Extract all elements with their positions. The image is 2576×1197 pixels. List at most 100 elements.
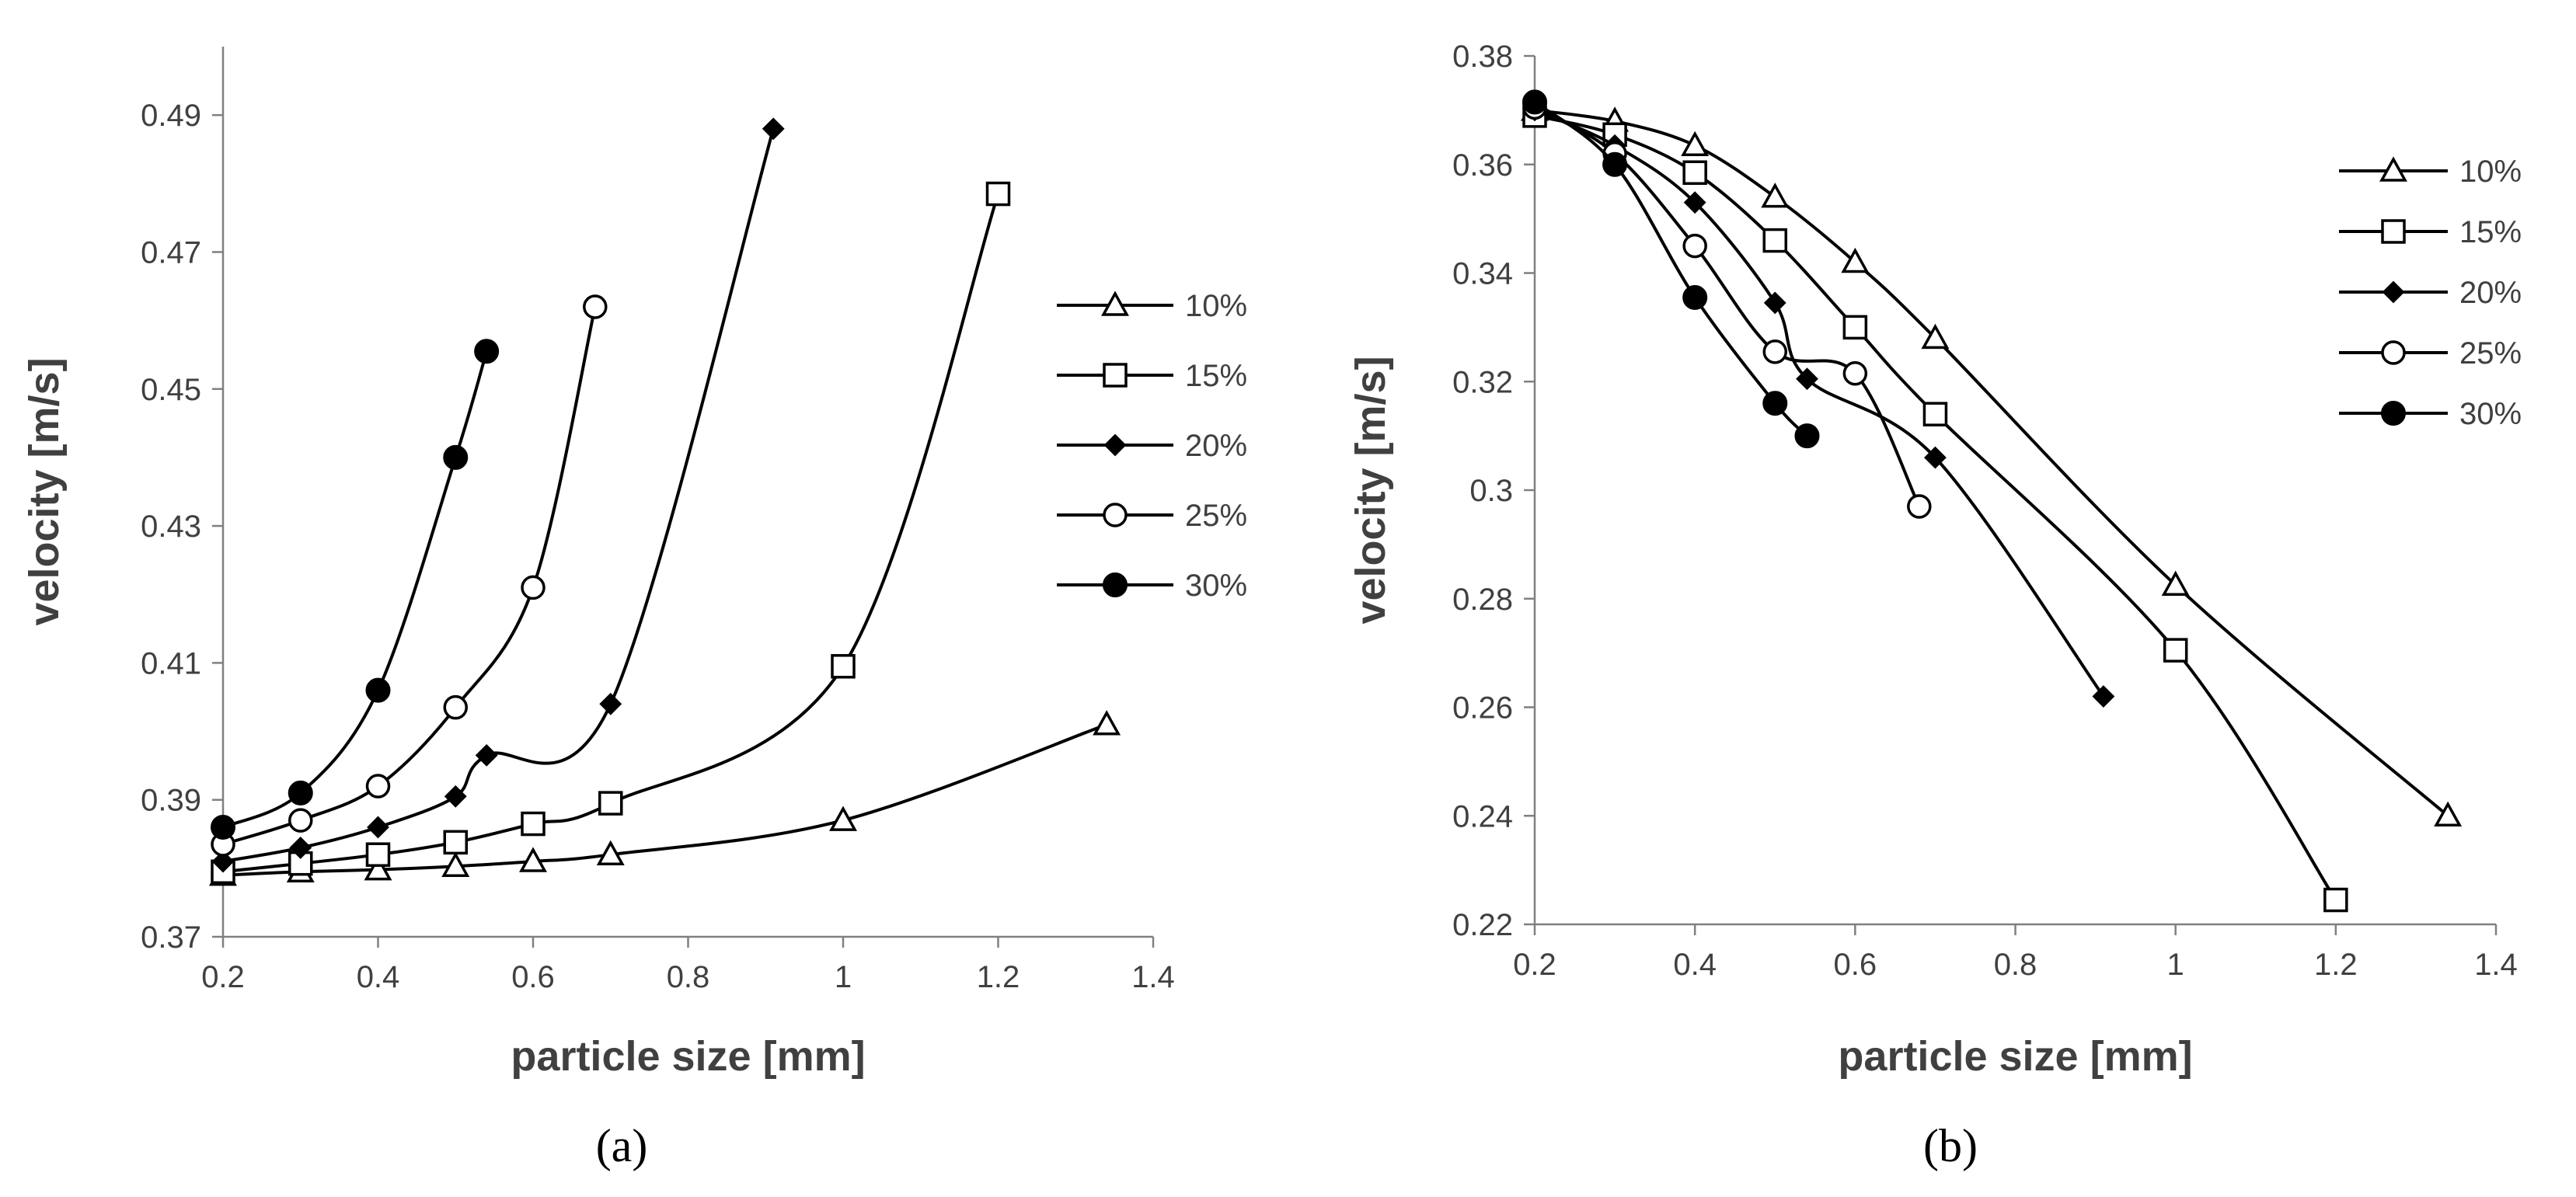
panel-a-legend-30pct-marker [1103,572,1128,597]
panel-a-series-10pct-point [519,847,547,872]
panel-a-x-tick-label: 1.2 [977,960,1020,994]
panel-b-x-tick-label: 0.4 [1673,948,1717,982]
panel-b-legend-30pct-label: 30% [2459,397,2522,431]
panel-a-series-10pct-point [829,806,857,831]
panel-a-series-10pct-line [222,722,1107,877]
panel-b-legend-30pct-marker [2381,401,2406,426]
panel-b-x-axis-label: particle size [mm] [1838,1033,2192,1080]
panel-a-x-tick-label: 0.2 [201,960,245,994]
panel-b-y-tick-label: 0.38 [1452,40,1513,74]
panel-a-x-tick-label: 0.6 [511,960,555,994]
panel-b-series-25pct-line [1534,106,1921,507]
panel-a-series-25pct-point [288,808,313,833]
panel-b-legend-25pct-label: 25% [2459,336,2522,371]
panel-b-series-10pct-point [2161,570,2190,597]
panel-a-series-20pct-point [444,785,467,808]
panel-a-series-10pct-point [364,855,392,881]
panel-b-series-30pct-line [1533,100,1808,437]
panel-b-series-25pct-point [1762,339,1787,364]
panel-a-series-20pct-point [289,836,312,859]
panel-a-legend-25pct-label: 25% [1185,499,1247,533]
panel-b-series-10pct-point [1841,247,1870,273]
panel-a-y-axis-label: velocity [m/s] [21,357,68,625]
panel-b-legend-10pct-marker [2379,156,2407,182]
panel-b-series-10pct-point [1921,323,1950,350]
panel-b-series-30pct-point [1682,284,1708,310]
panel-b-x-tick-label: 0.2 [1513,948,1556,982]
panel-a-y-tick-label: 0.49 [141,99,201,133]
panel-a-y-tick-label: 0.41 [141,646,201,680]
panel-a-x-axis-label: particle size [mm] [511,1033,865,1080]
panel-a-series-25pct-point [583,294,608,319]
panel-a-series-25pct-point [365,774,391,799]
panel-a-series-20pct-point [599,692,622,715]
panel-a-series-10pct-point [441,851,470,877]
panel-a-series-20pct-point [475,743,498,767]
panel-a-series-30pct-point [474,339,500,364]
panel-b-label: (b) [1923,1120,1978,1171]
panel-b-x-tick-label: 1.4 [2474,948,2518,982]
panel-b-series-20pct-point [1796,367,1818,391]
panel-b-y-tick-label: 0.22 [1452,908,1513,942]
panel-a-series-30pct-point [365,677,391,703]
panel-a-legend-20pct-marker [1103,433,1127,457]
panel-b-y-tick-label: 0.26 [1452,691,1513,726]
panel-b-legend-15pct-label: 15% [2459,215,2522,249]
panel-a-legend-10pct-label: 10% [1185,289,1247,323]
panel-b-legend-20pct-marker [2382,280,2405,304]
panel-b-legend-10pct-label: 10% [2459,155,2522,189]
panel-b-y-tick-label: 0.36 [1452,148,1513,183]
panel-a-series-10pct-point [596,840,625,865]
panel-b-series-25pct-point [1682,233,1707,259]
panel-a-x-tick-label: 0.4 [357,960,400,994]
panel-a-x-tick-label: 1 [835,960,852,994]
panel-a-series-30pct-point [288,780,313,806]
panel-a-series-15pct-point [985,181,1011,207]
panel-b-y-tick-label: 0.34 [1452,257,1513,291]
panel-b-series-15pct-point [1762,228,1787,253]
panel-a-label: (a) [596,1120,648,1171]
panel-a-series-15pct-point [831,654,856,679]
panel-a-series-30pct-point [443,444,469,470]
panel-a-legend-15pct-marker [1103,363,1128,388]
panel-a-series-25pct-point [521,575,546,600]
panel-b-y-tick-label: 0.32 [1452,365,1513,399]
panel-b-series-25pct-point [1842,361,1868,386]
panel-b-x-tick-label: 1 [2167,948,2184,982]
panel-a-series-10pct-point [1093,710,1121,736]
panel-b-series-30pct-point [1794,423,1820,449]
panel-a-x-tick-label: 0.8 [667,960,710,994]
panel-a-series-15pct-point [521,811,546,837]
panel-a-legend-15pct-label: 15% [1185,359,1247,393]
panel-b-series-15pct-point [1922,402,1948,426]
panel-a-y-tick-label: 0.39 [141,784,201,818]
panel-a-series-15pct-line [222,193,1000,874]
panel-a-y-tick-label: 0.37 [141,920,201,955]
panel-b-series-20pct-point [1924,446,1947,469]
panel-b-series-15pct-line [1534,113,2337,901]
panel-b-x-tick-label: 1.2 [2314,948,2358,982]
panel-a-series-25pct-point [443,694,468,720]
panel-b-series-15pct-point [1842,315,1868,340]
panel-a-series-20pct-point [762,117,785,141]
panel-b-series-20pct-point [1763,291,1786,315]
panel-b-chart: 0.2 0.4 0.6 0.8 1 1.2 1.4 0.22 0.24 0.26 0.28 0.3 0.… [1347,40,2522,1080]
panel-b-legend-20pct-label: 20% [2459,276,2522,310]
panel-a-legend-10pct-marker [1101,291,1129,316]
panel-a-series-30pct-point [211,814,235,840]
panel-b-series-30pct-point [1602,151,1628,177]
panel-b-series-10pct-point [1681,130,1710,157]
panel-a-series-20pct-line [222,128,776,863]
panel-b-series-10pct-line [1534,108,2449,817]
panel-a-chart: 0.2 0.4 0.6 0.8 1 1.2 1.4 0.37 0.39 0.41 0.43 0.45 0… [21,47,1247,1080]
panel-a-series-30pct-line [222,350,489,829]
panel-b-series-10pct-point [1761,183,1790,208]
panel-b-y-axis-label: velocity [m/s] [1347,356,1394,624]
panel-b-y-tick-label: 0.24 [1452,799,1513,833]
panel-b-series-15pct-point [2163,638,2188,663]
panel-a-x-tick-label: 1.4 [1131,960,1175,994]
panel-a-y-tick-label: 0.47 [141,235,201,270]
panel-b-y-tick-label: 0.28 [1452,583,1513,617]
